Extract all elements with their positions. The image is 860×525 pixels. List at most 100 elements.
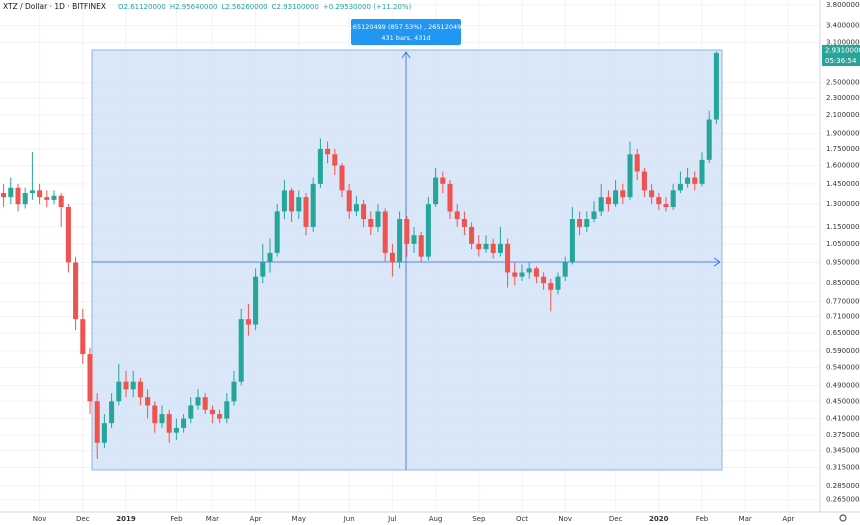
candle-body [253,276,259,325]
x-tick-label: Nov [558,515,572,523]
candle-body [22,193,28,205]
candle-body [303,197,309,227]
x-tick-label: Feb [170,515,183,523]
y-tick-label: 0.77000000 [826,297,860,305]
candle-body [15,187,21,205]
x-tick-label: Oct [516,515,528,523]
candle-body [677,183,683,191]
candle-body [584,219,590,227]
candle-body [476,243,482,250]
candle-body [713,53,719,120]
x-tick-label: Mar [739,515,752,523]
x-tick-label: Dec [76,515,90,523]
measure-text: 2.65120499 (857.53%) , 265120499 [347,23,466,31]
candle-body [627,154,633,198]
candle-body [634,154,640,172]
countdown-box [822,56,860,66]
candle-body [454,211,460,220]
y-tick-label: 0.45000000 [826,397,860,405]
candle-body [598,197,604,212]
y-tick-label: 0.28500000 [826,482,860,490]
candle-body [433,177,439,205]
candle-body [29,190,35,194]
candle-body [483,243,489,250]
measure-arrow [401,51,411,59]
y-tick-label: 1.45000000 [826,180,860,188]
y-tick-label: 1.60000000 [826,162,860,170]
y-tick-label: 3.10000000 [826,39,860,47]
candle-body [461,219,467,227]
candle-body [152,405,158,424]
y-tick-label: 2.30000000 [826,94,860,102]
candle-body [101,423,107,443]
candle-body [569,219,575,263]
candle-body [80,319,86,355]
candle-body [613,190,619,205]
x-tick-label: Aug [429,515,443,523]
last-price-box [822,45,860,56]
candle-body [166,414,172,433]
x-tick-label: Feb [696,515,709,523]
candle-body [317,148,323,184]
candle-body [267,252,273,263]
candle-body [469,226,475,244]
y-tick-label: 2.50000000 [826,79,860,87]
candle-body [202,397,208,410]
ohlc-value: O2.61120000 [118,3,166,11]
candle-body [425,204,431,257]
candle-body [332,154,338,166]
candle-body [389,252,395,263]
y-tick-label: 3.40000000 [826,21,860,29]
x-tick-label: Nov [33,515,47,523]
candle-body [649,190,655,198]
candle-body [641,171,647,191]
candle-body [181,418,187,428]
candle-body [519,272,525,277]
candle-body [382,211,388,253]
candle-body [490,243,496,253]
candle-body [512,272,518,277]
candle-body [145,397,151,406]
x-tick-label: Sep [472,515,486,523]
measure-text: 431 bars, 431d [381,34,430,42]
candle-body [533,268,539,277]
candle-body [51,195,57,200]
candle-body [37,190,43,198]
y-tick-label: 1.75000000 [826,145,860,153]
candle-body [397,219,403,263]
candle-body [591,211,597,220]
candle-body [605,197,611,205]
x-tick-label: Jun [343,515,355,523]
candle-body [195,397,201,406]
ohlc-value: +0.29530000 (+11.20%) [323,3,412,11]
candle-body [94,401,100,443]
candle-body [562,262,568,277]
candle-body [368,219,374,227]
candle-body [260,262,266,277]
candle-body [418,235,424,257]
candle-body [296,197,302,212]
candle-body [1,193,7,198]
x-tick-label: Jul [387,515,397,523]
countdown: 05:36:54 [825,57,857,65]
candle-body [65,207,71,263]
y-tick-label: 3.80000000 [826,1,860,9]
y-tick-label: 0.31500000 [826,464,860,472]
y-tick-label: 0.65000000 [826,329,860,337]
ohlc-value: L2.56260000 [221,3,267,11]
candle-body [274,211,280,253]
ohlc-value: C2.93100000 [272,3,319,11]
candle-body [577,219,583,227]
candle-body [663,204,669,208]
x-tick-label: Mar [206,515,219,523]
candle-body [404,219,410,244]
candle-body [353,204,359,212]
candle-body [231,381,237,402]
candle-body [505,243,511,273]
measure-arrow [713,257,721,267]
x-tick-label: 2020 [649,515,669,523]
candle-body [447,183,453,212]
settings-icon[interactable] [839,514,847,522]
y-tick-label: 2.10000000 [826,111,860,119]
